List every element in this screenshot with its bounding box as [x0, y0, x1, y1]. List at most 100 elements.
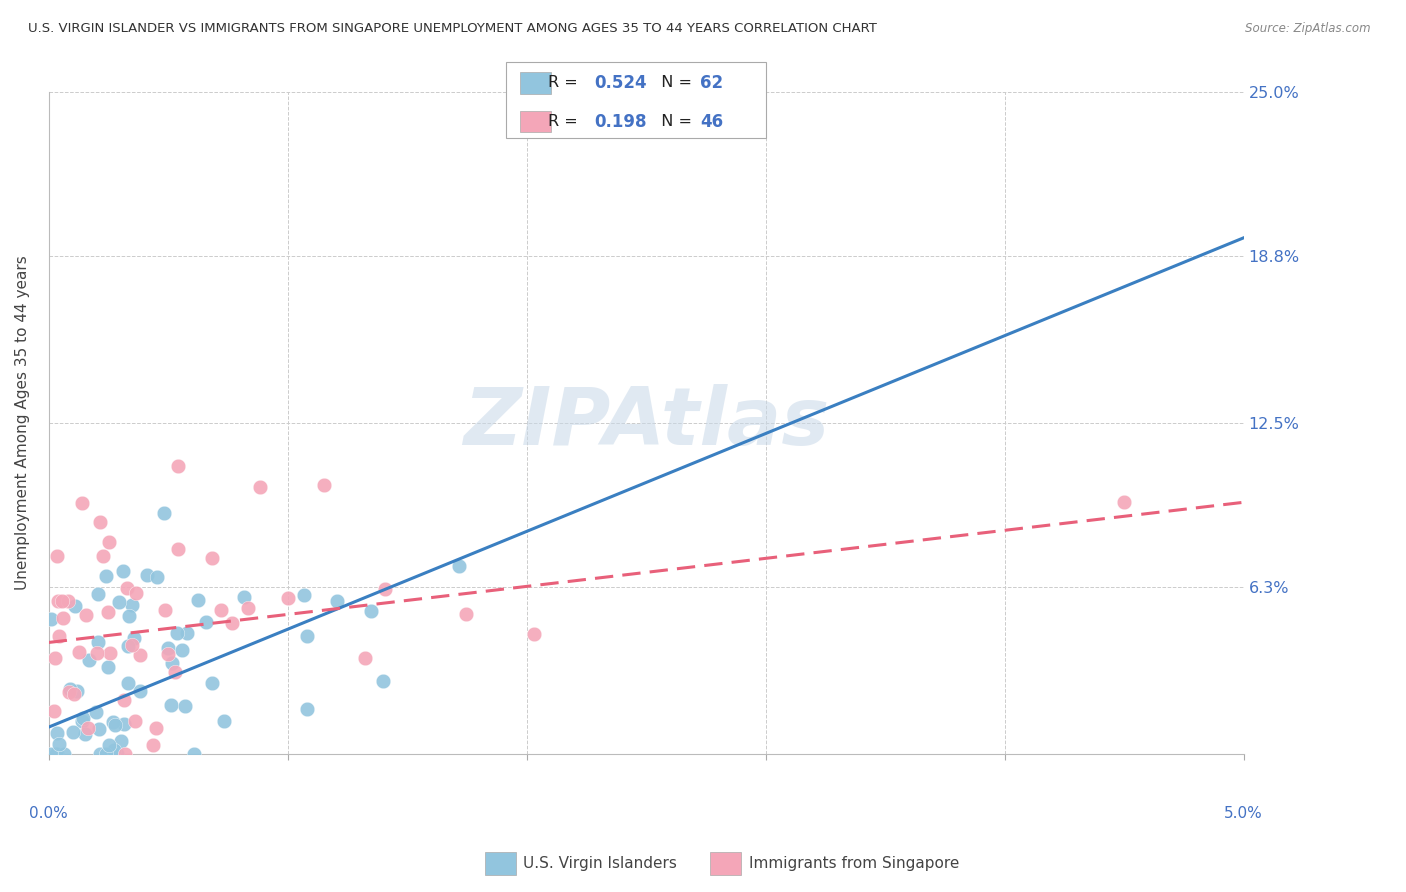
Point: [62, 724, 84, 739]
Point: [53, 747, 76, 761]
Point: [249, 480, 271, 494]
Point: [48, 737, 70, 751]
Point: [121, 598, 143, 612]
Point: [136, 568, 159, 582]
Point: [292, 588, 315, 602]
Point: [41, 612, 63, 626]
Point: [39, 747, 62, 761]
Point: [195, 615, 218, 629]
Point: [112, 716, 135, 731]
Text: 0.0%: 0.0%: [30, 806, 67, 822]
Point: [98, 534, 121, 549]
Point: [98, 646, 121, 660]
Point: [212, 714, 235, 729]
Point: [103, 714, 125, 729]
Point: [118, 609, 141, 624]
Point: [100, 747, 122, 761]
Point: [56, 594, 79, 608]
Point: [187, 592, 209, 607]
Point: [122, 631, 145, 645]
Point: [46, 726, 69, 740]
Point: [200, 676, 222, 690]
Text: Source: ZipAtlas.com: Source: ZipAtlas.com: [1246, 22, 1371, 36]
Point: [183, 747, 205, 761]
Point: [87, 587, 110, 601]
Point: [87, 722, 110, 736]
Point: [297, 701, 319, 715]
Text: ZIPAtlas: ZIPAtlas: [463, 384, 830, 462]
Point: [166, 458, 188, 473]
Point: [153, 603, 176, 617]
Point: [156, 647, 179, 661]
Point: [94, 747, 117, 761]
Point: [110, 734, 132, 748]
Point: [209, 602, 232, 616]
Point: [142, 738, 165, 752]
Point: [67, 644, 90, 658]
Point: [373, 674, 395, 689]
Point: [112, 692, 135, 706]
Point: [45, 747, 67, 761]
Point: [523, 627, 546, 641]
Text: 46: 46: [700, 112, 723, 130]
Point: [59, 682, 82, 697]
Point: [114, 747, 136, 761]
Point: [115, 581, 138, 595]
Text: Immigrants from Singapore: Immigrants from Singapore: [749, 856, 960, 871]
Point: [176, 626, 198, 640]
Point: [167, 541, 190, 556]
Point: [201, 550, 224, 565]
Point: [236, 601, 259, 615]
Text: U.S. VIRGIN ISLANDER VS IMMIGRANTS FROM SINGAPORE UNEMPLOYMENT AMONG AGES 35 TO : U.S. VIRGIN ISLANDER VS IMMIGRANTS FROM …: [28, 22, 877, 36]
Point: [96, 569, 118, 583]
Point: [117, 676, 139, 690]
Point: [174, 699, 197, 714]
Point: [117, 639, 139, 653]
Point: [72, 711, 94, 725]
Point: [277, 591, 299, 605]
Point: [63, 687, 86, 701]
Point: [295, 629, 318, 643]
Point: [1114, 494, 1136, 508]
Point: [170, 643, 193, 657]
Point: [156, 640, 179, 655]
Point: [374, 582, 396, 596]
Point: [45, 747, 67, 761]
Point: [360, 604, 382, 618]
Point: [44, 651, 66, 665]
Text: 0.198: 0.198: [595, 112, 647, 130]
Point: [89, 515, 111, 529]
Text: R =: R =: [548, 76, 583, 90]
Point: [72, 714, 94, 728]
Point: [124, 714, 146, 728]
Point: [128, 648, 150, 662]
Point: [77, 653, 100, 667]
Text: U.S. Virgin Islanders: U.S. Virgin Islanders: [523, 856, 676, 871]
Point: [160, 698, 183, 713]
Point: [456, 607, 478, 621]
Point: [46, 594, 69, 608]
Point: [353, 650, 375, 665]
Point: [87, 635, 110, 649]
Point: [146, 570, 169, 584]
Point: [84, 705, 107, 719]
Point: [42, 704, 65, 718]
Text: 62: 62: [700, 74, 723, 92]
Point: [51, 594, 73, 608]
Point: [162, 656, 184, 670]
Point: [449, 559, 471, 574]
Point: [52, 611, 75, 625]
Point: [75, 608, 97, 623]
Point: [97, 738, 120, 752]
Text: 5.0%: 5.0%: [1225, 806, 1263, 822]
Point: [75, 727, 97, 741]
Point: [48, 629, 70, 643]
Point: [97, 605, 120, 619]
Point: [107, 595, 129, 609]
Point: [129, 683, 152, 698]
Point: [77, 721, 100, 735]
Point: [105, 747, 128, 761]
Text: 0.524: 0.524: [595, 74, 647, 92]
Point: [233, 591, 256, 605]
Point: [165, 665, 187, 679]
